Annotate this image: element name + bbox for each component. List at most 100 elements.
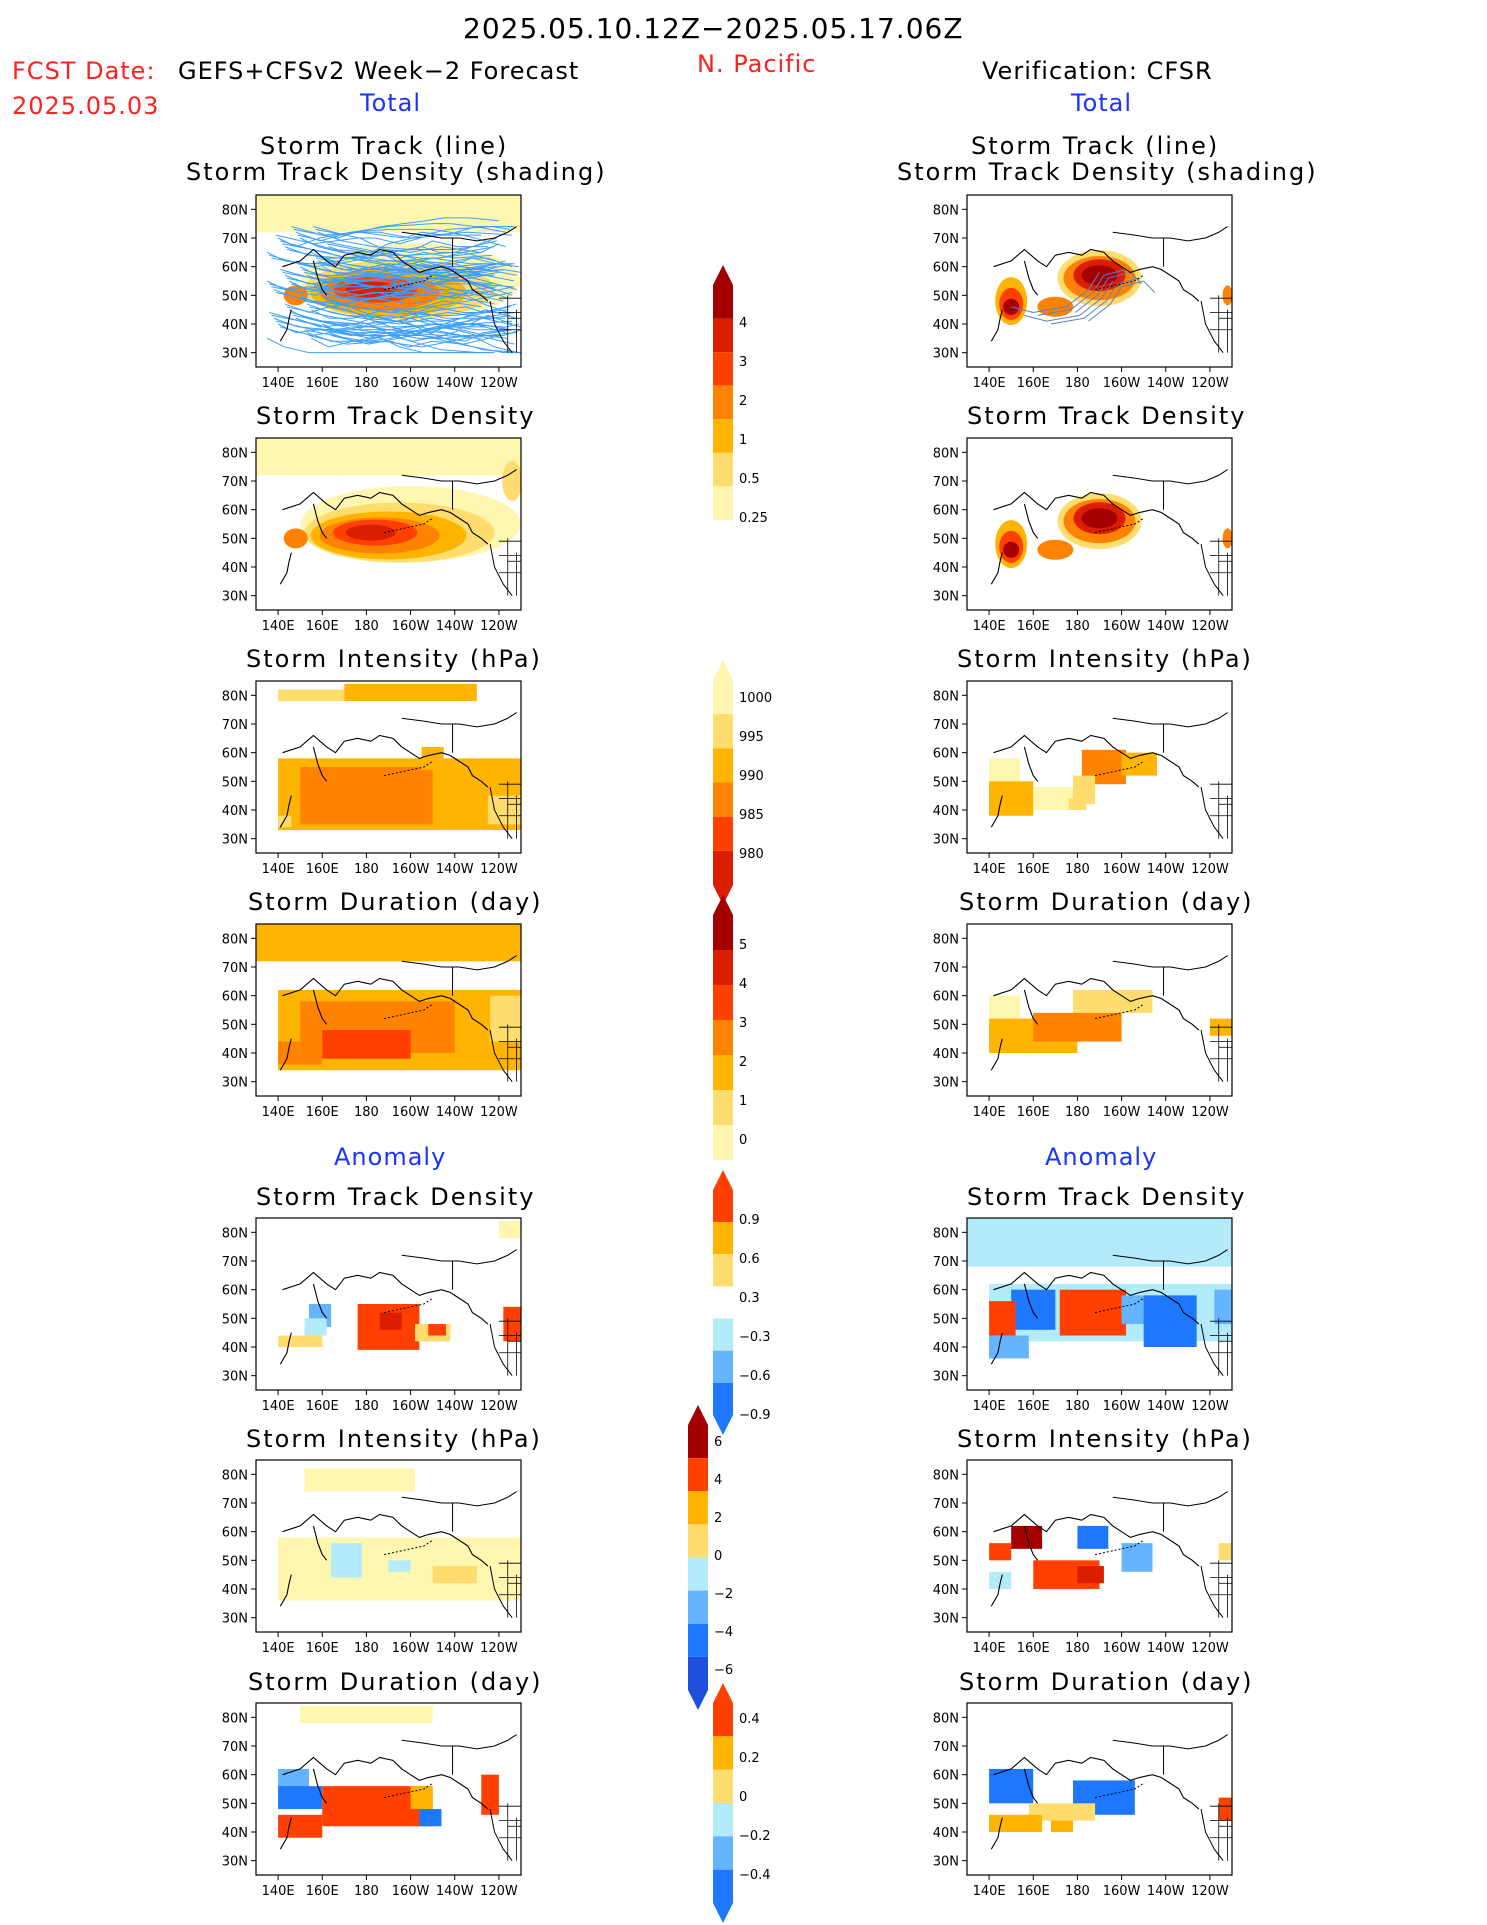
title-track-line-left: Storm Track (line) (260, 132, 509, 160)
total-label-right: Total (1071, 89, 1133, 117)
map-panel-ianom-forecast: 80N 70N 60N 50N 40N 30N 140E 160E 180 160W 140W 120… (222, 1459, 522, 1656)
colorbar-segment (713, 1703, 733, 1737)
lat-tick-label: 70N (933, 1255, 959, 1270)
colorbar-tick-label: 0 (714, 1549, 722, 1564)
lon-tick-label: 120W (480, 376, 518, 391)
lon-tick-label: 160E (1017, 1105, 1050, 1120)
lon-tick-label: 160W (392, 1641, 430, 1656)
colorbar-tick-label: 2 (714, 1511, 722, 1526)
storm-track-line (306, 303, 517, 322)
lon-tick-label: 120W (1191, 862, 1229, 877)
colorbar-segment (713, 915, 733, 950)
lat-tick-label: 70N (222, 1497, 248, 1512)
colorbar-segment (713, 1803, 733, 1837)
anomaly-cell (503, 1306, 521, 1342)
colorbar-segment (688, 1491, 708, 1525)
anomaly-cell (989, 1543, 1012, 1561)
storm-track-line (266, 251, 495, 265)
colorbar-tick-label: 0.25 (739, 511, 768, 526)
colorbar-tick-label: 2 (739, 394, 747, 409)
lat-tick-label: 70N (933, 1497, 959, 1512)
duration-cell (1033, 1012, 1122, 1042)
density-shade (1081, 508, 1118, 529)
duration-cell (1073, 989, 1153, 1013)
lat-tick-label: 80N (933, 1226, 959, 1241)
lon-tick-label: 140W (1147, 376, 1185, 391)
lat-tick-label: 40N (222, 1583, 248, 1598)
lat-tick-label: 50N (933, 289, 959, 304)
map-panel-duranom-verification: 80N 70N 60N 50N 40N 30N 140E 160E 180 160W 140W 120… (933, 1702, 1233, 1899)
lon-tick-label: 160E (306, 376, 339, 391)
colorbar-segment (713, 985, 733, 1020)
lat-tick-label: 30N (933, 833, 959, 848)
lat-tick-label: 30N (222, 1612, 248, 1627)
colorbar-intensity-total: 1000 995 990 985 980 (713, 660, 772, 905)
anomaly-cell (304, 1318, 327, 1336)
lat-tick-label: 70N (933, 1740, 959, 1755)
title-track-shading-right: Storm Track Density (shading) (897, 158, 1318, 186)
lat-tick-label: 50N (933, 532, 959, 547)
lat-tick-label: 60N (933, 1284, 959, 1299)
lon-tick-label: 160W (392, 862, 430, 877)
storm-track-line (299, 291, 497, 305)
lat-tick-label: 40N (933, 1341, 959, 1356)
storm-track-line (1024, 280, 1114, 322)
colorbar-tick-label: 0 (739, 1133, 747, 1148)
lat-tick-label: 80N (222, 689, 248, 704)
lat-tick-label: 80N (222, 932, 248, 947)
colorbar-segment (713, 1090, 733, 1125)
anomaly-cell (410, 1786, 433, 1810)
colorbar-tick-label: −6 (714, 1663, 733, 1678)
colorbar-tick-label: 0.4 (739, 1712, 760, 1727)
map-frame (255, 194, 522, 368)
storm-track-line (319, 263, 513, 276)
lon-tick-label: 140E (973, 1884, 1006, 1899)
period-title: 2025.05.10.12Z−2025.05.17.06Z (463, 12, 964, 45)
anomaly-cell (1218, 1797, 1232, 1821)
colorbar-tick-label: 0.2 (739, 1751, 760, 1766)
lat-tick-label: 40N (222, 561, 248, 576)
duration-cell (322, 1030, 411, 1059)
lon-tick-label: 180 (1065, 1399, 1090, 1414)
density-shade (1037, 296, 1074, 317)
lon-tick-label: 160E (1017, 619, 1050, 634)
lon-tick-label: 120W (1191, 1641, 1229, 1656)
colorbar-arrow-top (713, 265, 733, 285)
lat-tick-label: 80N (933, 203, 959, 218)
region-label: N. Pacific (697, 50, 817, 78)
lon-tick-label: 160W (392, 1884, 430, 1899)
lon-tick-label: 180 (1065, 376, 1090, 391)
anomaly-cell (278, 1335, 323, 1347)
colorbar-segment (713, 1836, 733, 1870)
lon-tick-label: 180 (1065, 1884, 1090, 1899)
lat-tick-label: 60N (222, 1526, 248, 1541)
storm-track-line (295, 260, 506, 279)
colorbar-segment (713, 748, 733, 783)
storm-track-line (322, 323, 519, 336)
map-frame (966, 437, 1233, 611)
lon-tick-label: 140E (262, 1105, 295, 1120)
lat-tick-label: 70N (222, 718, 248, 733)
lat-tick-label: 60N (933, 1526, 959, 1541)
colorbar-segment (688, 1623, 708, 1657)
map-frame (966, 923, 1233, 1097)
anomaly-label-right: Anomaly (1045, 1143, 1158, 1171)
colorbar-segment (688, 1557, 708, 1591)
colorbar-segment (713, 285, 733, 319)
colorbar-tick-label: −0.2 (739, 1829, 771, 1844)
lon-tick-label: 120W (480, 862, 518, 877)
storm-track-line (271, 257, 513, 271)
colorbar-segment (713, 452, 733, 487)
intensity-cell (300, 767, 433, 825)
colorbar-segment (713, 782, 733, 817)
map-panel-duranom-forecast: 80N 70N 60N 50N 40N 30N 140E 160E 180 160W 140W 120… (222, 1702, 522, 1899)
lat-tick-label: 80N (933, 1711, 959, 1726)
density-shade (1222, 528, 1232, 549)
colorbar-segment (713, 1382, 733, 1415)
title-intensity-anom-left: Storm Intensity (hPa) (246, 1425, 542, 1453)
lon-tick-label: 180 (1065, 1641, 1090, 1656)
lon-tick-label: 160W (1103, 862, 1141, 877)
anomaly-cell (331, 1543, 362, 1578)
anomaly-cell (304, 1468, 415, 1492)
lat-tick-label: 30N (933, 1855, 959, 1870)
